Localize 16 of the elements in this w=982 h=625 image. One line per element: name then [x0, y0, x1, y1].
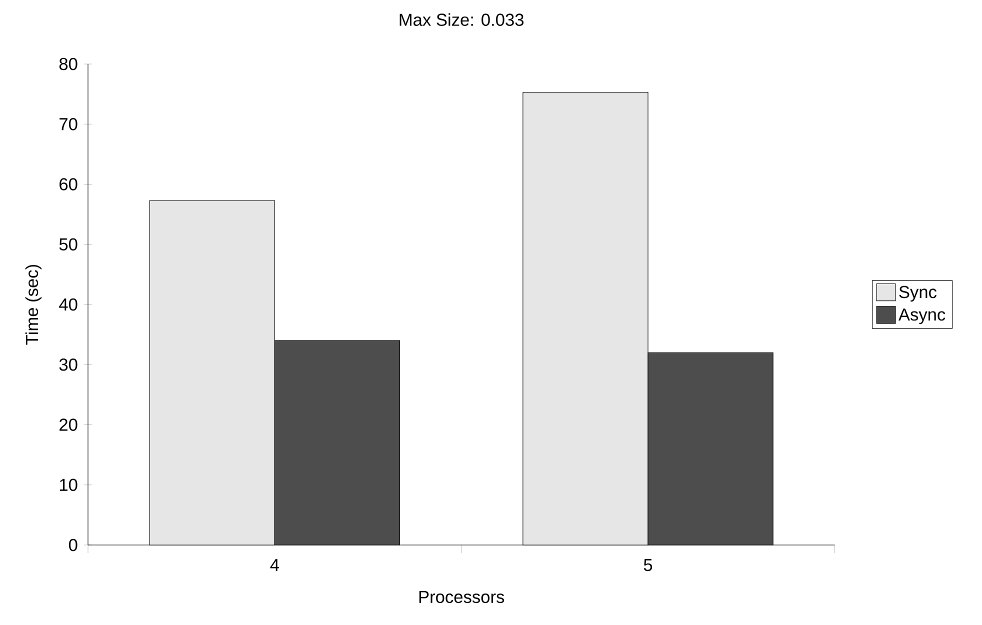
- y-tick-label: 30: [59, 358, 78, 371]
- legend-label: Async: [898, 308, 946, 324]
- y-tick-label: 50: [59, 238, 78, 251]
- y-axis-title: Time (sec): [25, 264, 42, 345]
- y-tick-label: 40: [59, 298, 78, 311]
- x-axis-title: Processors: [419, 590, 504, 604]
- y-tick-label: 60: [60, 178, 78, 190]
- y-tick-label: 0: [68, 538, 78, 552]
- chart-title: Max Size: 0.033: [400, 13, 524, 26]
- y-tick-label: 70: [60, 118, 78, 130]
- legend-label: Sync: [899, 286, 937, 302]
- y-tick-label: 20: [60, 418, 78, 431]
- y-tick-label: 80: [59, 58, 78, 70]
- x-tick-label: 5: [644, 559, 652, 572]
- x-tick-label: 4: [270, 559, 279, 571]
- y-tick-label: 10: [60, 478, 78, 492]
